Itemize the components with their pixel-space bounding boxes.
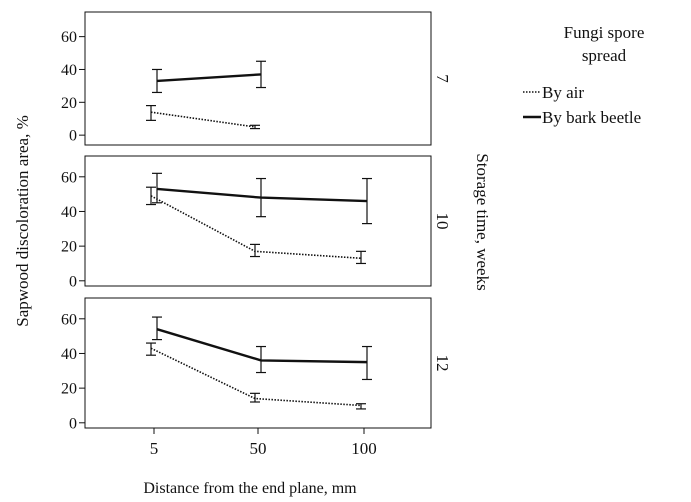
y-tick-label: 40 — [61, 204, 77, 221]
legend-label-by-bark-beetle: By bark beetle — [542, 108, 641, 127]
error-bar — [146, 104, 156, 121]
error-bar — [152, 316, 162, 341]
series-line-by-air — [150, 195, 362, 260]
error-bar — [362, 177, 372, 225]
y-tick-label: 20 — [61, 381, 77, 398]
y-tick-label: 0 — [69, 128, 77, 145]
legend-title-line-2: spread — [582, 46, 627, 65]
panel-frame — [84, 297, 432, 429]
legend-label-by-air: By air — [542, 83, 584, 102]
legend: Fungi spore spread By air By bark beetle — [523, 23, 644, 127]
panel-7: 0 20 40 60 7 — [61, 11, 452, 146]
error-bar — [250, 124, 260, 130]
error-bar — [256, 177, 266, 218]
error-bar — [356, 403, 366, 410]
y-tick-label: 40 — [61, 346, 77, 363]
error-bar — [256, 345, 266, 374]
facet-label: Storage time, weeks — [473, 153, 492, 290]
y-tick-label: 20 — [61, 239, 77, 256]
panel-frame — [84, 11, 432, 146]
y-tick-label: 0 — [69, 415, 77, 432]
y-tick-label: 40 — [61, 62, 77, 79]
x-tick-label: 100 — [351, 439, 377, 458]
series-line-by-bark-beetle — [156, 187, 368, 203]
error-bar — [146, 342, 156, 356]
panel-label-12: 12 — [433, 355, 452, 372]
error-bar — [256, 60, 266, 89]
x-tick-label: 5 — [150, 439, 159, 458]
error-bar — [152, 68, 162, 94]
y-tick-label: 20 — [61, 95, 77, 112]
y-axis-label: Sapwood discoloration area, % — [13, 115, 32, 327]
error-bar — [250, 243, 260, 258]
series-line-by-air — [150, 347, 362, 407]
y-tick-label: 60 — [61, 29, 77, 46]
error-bar — [250, 392, 260, 403]
error-bar — [152, 172, 162, 204]
y-tick-label: 60 — [61, 311, 77, 328]
y-tick-label: 0 — [69, 273, 77, 290]
series-line-by-bark-beetle — [156, 328, 368, 364]
error-bar — [356, 250, 366, 265]
panel-label-7: 7 — [433, 74, 452, 83]
series-line-by-air — [150, 111, 256, 128]
panel-12: 0 20 40 60 12 — [61, 297, 452, 432]
error-bar — [146, 186, 156, 206]
y-tick-label: 60 — [61, 169, 77, 186]
x-axis-label: Distance from the end plane, mm — [143, 480, 357, 497]
error-bar — [362, 345, 372, 381]
series-line-by-bark-beetle — [156, 73, 262, 83]
panel-10: 0 20 40 60 10 — [61, 155, 452, 290]
panel-label-10: 10 — [433, 213, 452, 230]
x-tick-label: 50 — [250, 439, 267, 458]
legend-title-line-1: Fungi spore — [564, 23, 645, 42]
panel-frame — [84, 155, 432, 287]
